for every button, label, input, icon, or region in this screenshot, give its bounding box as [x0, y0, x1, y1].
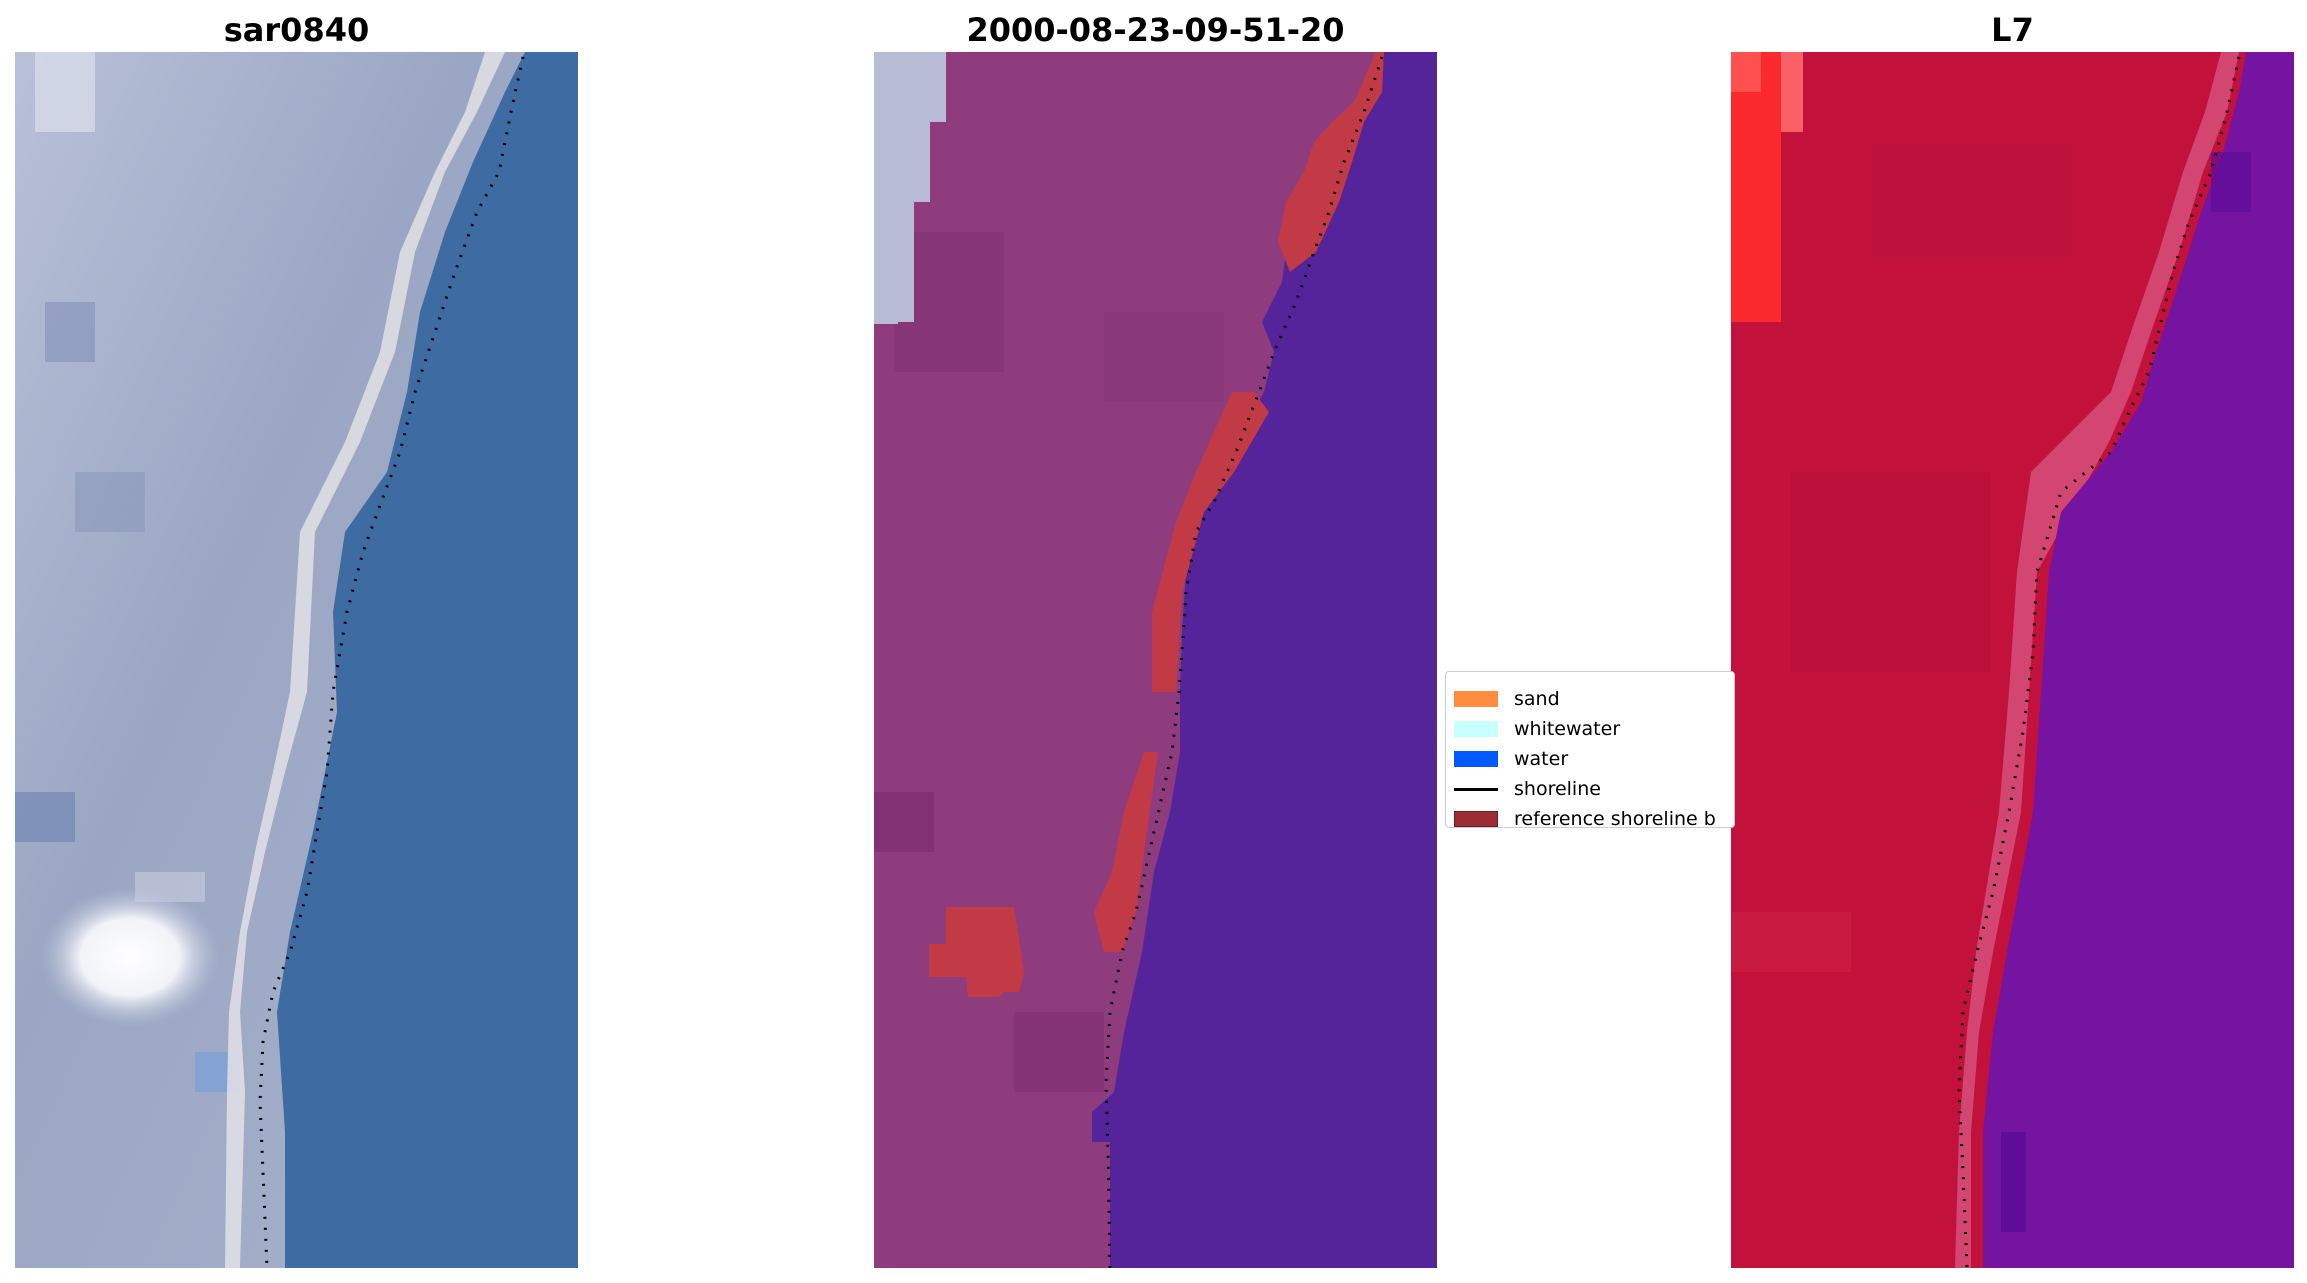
- classification-panel: [874, 52, 1437, 1268]
- nir-transition-strip: [1955, 52, 2239, 1268]
- reference-buffer-mid: [1152, 392, 1269, 692]
- cloud-blob: [40, 887, 220, 1027]
- shoreline-line-right: [1957, 56, 2241, 1268]
- panel-title-left: sar0840: [223, 11, 370, 49]
- rgb-satellite-image: [15, 52, 578, 1268]
- reference-buffer-blob: [929, 907, 1024, 997]
- legend-item-reference-buffer: reference shoreline b: [1454, 806, 1716, 828]
- panel-title-middle: 2000-08-23-09-51-20: [966, 11, 1345, 49]
- panel-title-right: L7: [1991, 11, 2034, 49]
- legend-label-shoreline: shoreline: [1514, 778, 1601, 800]
- legend-label-whitewater: whitewater: [1514, 718, 1621, 740]
- whitewater-patch: [874, 52, 946, 324]
- legend-swatch-water: [1454, 751, 1498, 767]
- nir-water-area: [1983, 52, 2294, 1268]
- class-water-area: [1092, 52, 1437, 1268]
- legend: sand whitewater water shoreline referenc…: [1445, 671, 1735, 828]
- legend-item-shoreline: shoreline: [1454, 776, 1601, 802]
- legend-label-water: water: [1514, 748, 1569, 770]
- legend-item-sand: sand: [1454, 686, 1560, 712]
- legend-swatch-sand: [1454, 691, 1498, 707]
- legend-line-shoreline: [1454, 787, 1498, 791]
- water-area: [277, 52, 578, 1268]
- shoreline-line: [258, 56, 525, 1268]
- legend-item-water: water: [1454, 746, 1568, 772]
- reference-buffer-top: [1278, 52, 1384, 272]
- shoreline-line-middle: [1104, 56, 1384, 1268]
- l7-false-color-image: [1731, 52, 2294, 1268]
- legend-swatch-whitewater: [1454, 721, 1498, 737]
- l7-panel: [1731, 52, 2294, 1268]
- legend-label-reference-buffer: reference shoreline b: [1514, 808, 1716, 828]
- reference-buffer-low: [1094, 752, 1158, 952]
- legend-label-sand: sand: [1514, 688, 1560, 710]
- rgb-image-panel: [15, 52, 578, 1268]
- legend-swatch-reference-buffer: [1454, 811, 1498, 827]
- legend-item-whitewater: whitewater: [1454, 716, 1620, 742]
- classification-image: [874, 52, 1437, 1268]
